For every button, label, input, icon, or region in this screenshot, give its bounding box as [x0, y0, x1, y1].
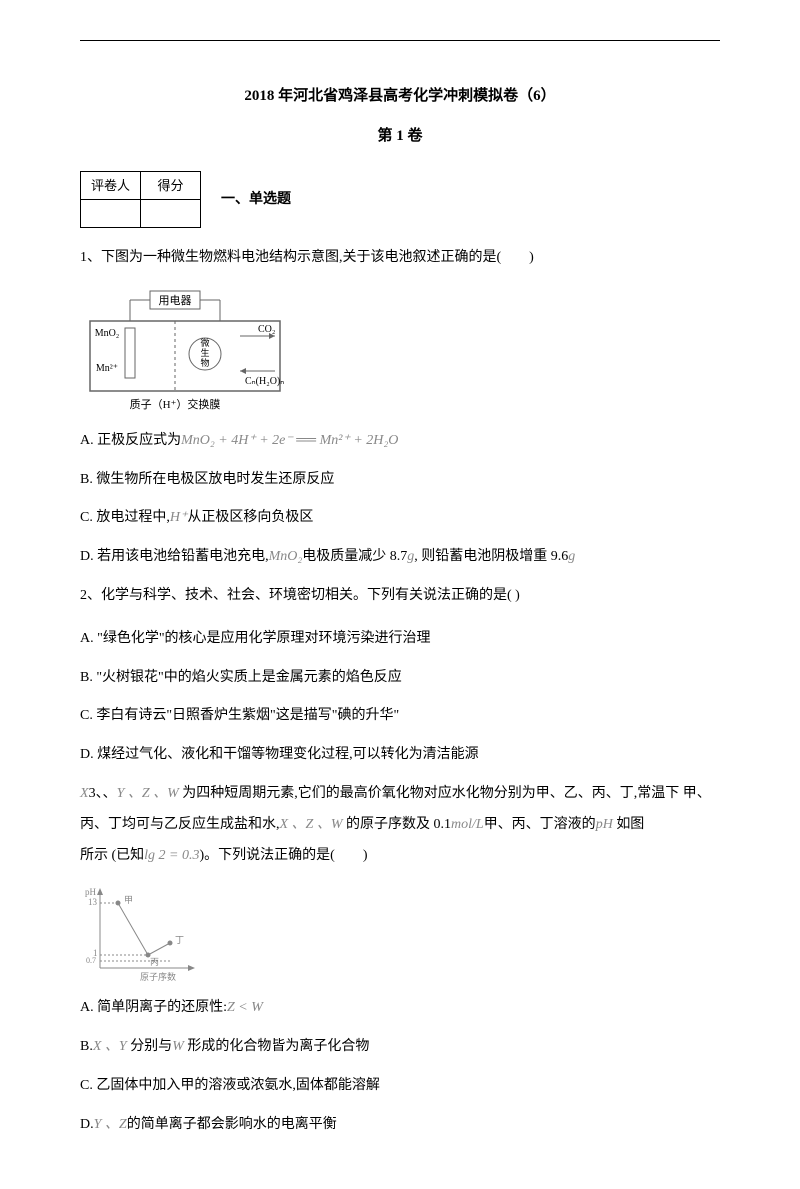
q1d-s1: 电极质量减少 8.7: [302, 549, 407, 564]
question-2-stem: 2、化学与科学、技术、社会、环境密切相关。下列有关说法正确的是( ): [80, 581, 720, 612]
q1a-equation: MnO₂ + 4H⁺ + 2e⁻ ══ Mn²⁺ + 2H₂O: [181, 433, 398, 448]
q3-p2: 为四种短周期元素,它们的最高价氧化物对应水化物分别为甲、乙、丙、丁,常温下: [179, 786, 680, 801]
q3-option-a: A. 简单阴离子的还原性:Z < W: [80, 993, 720, 1024]
q3-p6: 如图: [613, 817, 645, 832]
q1c-prefix: C. 放电过程中,: [80, 510, 170, 525]
q3d-yz: Y 、Z: [94, 1117, 127, 1132]
q1a-prefix: A. 正极反应式为: [80, 433, 181, 448]
membrane-label: 质子（H⁺）交换膜: [130, 397, 221, 411]
q3-p5: 甲、丙、丁溶液的: [484, 817, 596, 832]
q1d-s2: , 则铅蓄电池阴极增重 9.6: [414, 549, 568, 564]
ylabel: pH: [85, 887, 97, 897]
q1c-suffix: 从正极区移向负极区: [187, 510, 313, 525]
svg-text:微: 微: [200, 337, 209, 348]
bing: 丙: [150, 957, 159, 967]
q3-p7: 所示 (已知: [80, 848, 144, 863]
score-row: 评卷人 得分 一、单选题: [80, 171, 720, 228]
svg-text:生: 生: [200, 347, 209, 358]
q3-yzw: Y 、Z 、W: [117, 786, 179, 801]
q1-option-c: C. 放电过程中,H⁺从正极区移向负极区: [80, 503, 720, 534]
q2-option-a: A. "绿色化学"的核心是应用化学原理对环境污染进行治理: [80, 624, 720, 655]
score-cell-1: [81, 200, 141, 228]
q3-option-c: C. 乙固体中加入甲的溶液或浓氨水,固体都能溶解: [80, 1071, 720, 1102]
q3a-prefix: A. 简单阴离子的还原性:: [80, 1000, 227, 1015]
section-title: 一、单选题: [221, 186, 291, 214]
q1d-g2: g: [568, 549, 575, 564]
q2-option-c: C. 李白有诗云"日照香炉生紫烟"这是描写"碘的升华": [80, 701, 720, 732]
q1c-h: H⁺: [170, 510, 188, 525]
q1-option-d: D. 若用该电池给铅蓄电池充电,MnO₂电极质量减少 8.7 g, 则铅蓄电池阴极…: [80, 542, 720, 573]
q3-p4: 的原子序数及 0.1: [343, 817, 452, 832]
jia: 甲: [124, 895, 133, 905]
mn2-label: Mn²⁺: [96, 363, 118, 374]
q3-p8: )。下列说法正确的是( ): [200, 848, 368, 863]
q3-xzw: X 、Z 、W: [280, 817, 343, 832]
cnh2o-label: Cₙ(H₂O)ₙ: [245, 376, 284, 387]
q3-option-d: D.Y 、Z的简单离子都会影响水的电离平衡: [80, 1110, 720, 1141]
q3-diagram: pH 13 1 0.7 原子序数 甲 丁 丙: [80, 883, 200, 983]
q3-p1: 3、、: [89, 786, 117, 801]
q3b-prefix: B.: [80, 1039, 93, 1054]
ding: 丁: [175, 935, 184, 945]
q3-option-b: B.X 、Y 分别与W 形成的化合物皆为离子化合物: [80, 1032, 720, 1063]
score-col2: 得分: [141, 172, 201, 200]
q3b-mid: 分别与: [127, 1039, 173, 1054]
device-label: 用电器: [159, 294, 192, 307]
co2-label: CO₂: [258, 324, 275, 335]
question-3-stem: X3、、Y 、Z 、W 为四种短周期元素,它们的最高价氧化物对应水化物分别为甲、…: [80, 779, 720, 871]
q1d-prefix: D. 若用该电池给铅蓄电池充电,: [80, 549, 269, 564]
q3b-w: W: [172, 1039, 184, 1054]
q1d-mno2: MnO₂: [269, 549, 303, 564]
q1-diagram: 用电器 MnO₂ Mn²⁺ 微 生 物 CO₂ Cₙ(H₂O)ₙ 质子（H⁺）交…: [80, 286, 300, 416]
xlabel: 原子序数: [140, 971, 176, 982]
score-col1: 评卷人: [81, 172, 141, 200]
q3-ph: pH: [596, 817, 613, 832]
q3b-suffix: 形成的化合物皆为离子化合物: [184, 1039, 370, 1054]
y13: 13: [88, 897, 98, 907]
q3-x: X: [80, 786, 89, 801]
q3-lg: lg 2 = 0.3: [144, 848, 199, 863]
q3d-suffix: 的简单离子都会影响水的电离平衡: [127, 1117, 337, 1132]
q3b-xy: X 、Y: [93, 1039, 127, 1054]
q3a-eq: Z < W: [227, 1000, 263, 1015]
y07: 0.7: [86, 956, 96, 965]
q2-option-d: D. 煤经过气化、液化和干馏等物理变化过程,可以转化为清洁能源: [80, 740, 720, 771]
q3-molL: mol/L: [451, 817, 484, 832]
header-rule: [80, 40, 720, 41]
mno2-label: MnO₂: [95, 328, 120, 339]
question-1-stem: 1、下图为一种微生物燃料电池结构示意图,关于该电池叙述正确的是( ): [80, 243, 720, 274]
q1-option-a: A. 正极反应式为MnO₂ + 4H⁺ + 2e⁻ ══ Mn²⁺ + 2H₂O: [80, 426, 720, 457]
score-table: 评卷人 得分: [80, 171, 201, 228]
q1-option-b: B. 微生物所在电极区放电时发生还原反应: [80, 465, 720, 496]
q2-option-b: B. "火树银花"中的焰火实质上是金属元素的焰色反应: [80, 663, 720, 694]
page-subtitle: 第 1 卷: [80, 121, 720, 151]
page-title: 2018 年河北省鸡泽县高考化学冲刺模拟卷（6）: [80, 81, 720, 111]
score-cell-2: [141, 200, 201, 228]
svg-text:物: 物: [200, 357, 209, 368]
q3d-prefix: D.: [80, 1117, 94, 1132]
